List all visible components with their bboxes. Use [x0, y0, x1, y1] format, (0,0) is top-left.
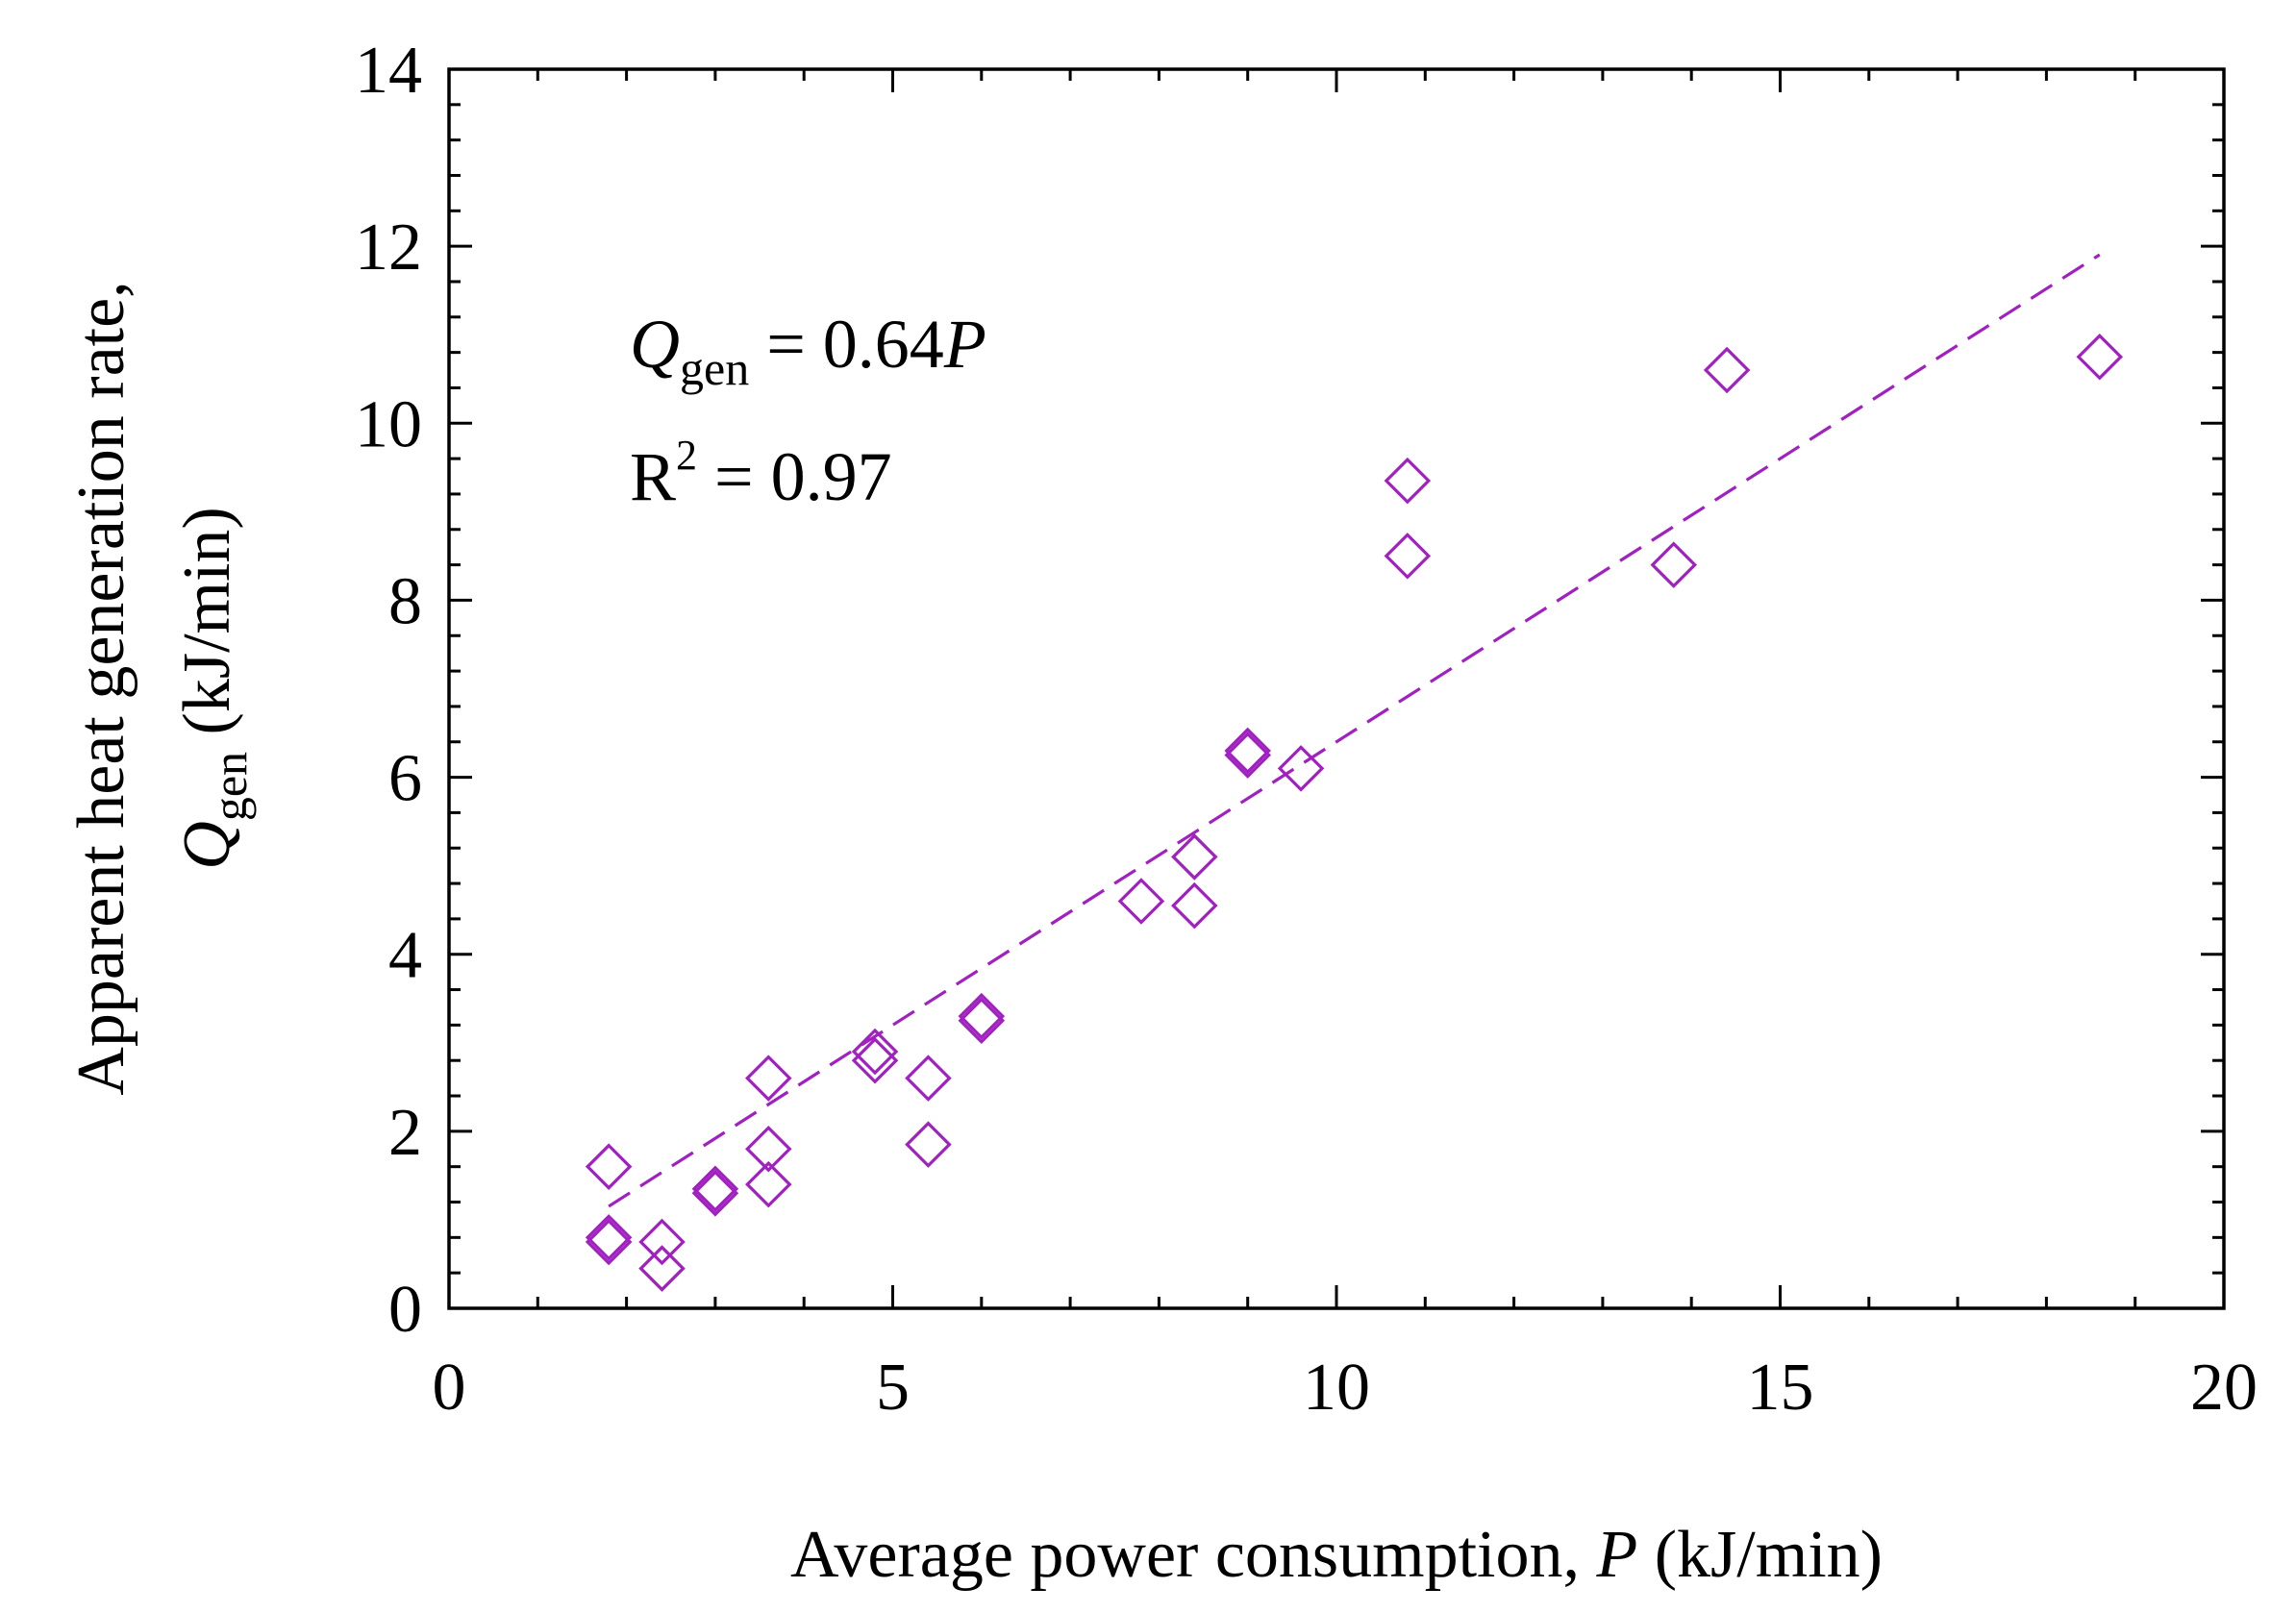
data-point [745, 1055, 792, 1102]
y-label-line1: Apparent heat generation rate, [64, 281, 138, 1095]
y-label-line2: Qgen (kJ/min) [170, 507, 257, 869]
data-point [1384, 457, 1432, 505]
x-tick-label: 10 [1303, 1351, 1370, 1425]
x-label-text: Average power consumption, [790, 1518, 1596, 1592]
data-point [1171, 881, 1218, 930]
data-point [585, 1214, 633, 1261]
data-point [691, 1165, 739, 1212]
y-tick-label: 10 [355, 387, 422, 461]
data-point [1224, 727, 1271, 775]
r2-rest: = 0.97 [697, 438, 892, 515]
data-point [585, 1218, 633, 1266]
data-point [905, 1121, 952, 1168]
y-tick-label: 0 [388, 1273, 422, 1347]
data-point [1277, 745, 1325, 792]
y-tick-label: 12 [355, 211, 422, 285]
data-point [745, 1126, 792, 1173]
y-label-units: (kJ/min) [170, 507, 244, 752]
y-tick-label: 4 [388, 919, 422, 993]
data-point [691, 1170, 739, 1217]
eq-sub: gen [680, 341, 749, 395]
x-tick-labels: 0 5 10 15 20 [433, 1351, 2259, 1425]
y-tick-label: 6 [388, 742, 422, 816]
y-tick-labels: 0 2 4 6 8 10 12 14 [355, 34, 422, 1347]
x-tick-label: 20 [2190, 1351, 2258, 1425]
fit-equation: Qgen = 0.64P [630, 306, 986, 395]
r-squared: R2 = 0.97 [630, 432, 892, 515]
y-label-sub: gen [203, 752, 257, 821]
x-tick-label: 0 [433, 1351, 466, 1425]
y-tick-label: 14 [355, 34, 422, 108]
plot-frame [447, 67, 2226, 1310]
data-point [1384, 533, 1432, 580]
data-point [851, 1036, 899, 1084]
y-axis-label-2: Qgen (kJ/min) [170, 507, 257, 869]
y-tick-label: 2 [388, 1096, 422, 1170]
axis-ticks [447, 67, 2226, 1310]
y-axis-label: Apparent heat generation rate, [64, 281, 138, 1095]
data-point [1650, 541, 1698, 588]
x-label-units: (kJ/min) [1637, 1518, 1883, 1592]
eq-rest: = 0.64 [749, 306, 944, 383]
x-label-var: P [1595, 1518, 1637, 1592]
y-tick-label: 8 [388, 564, 422, 638]
eq-var2: P [943, 306, 986, 383]
data-points [585, 333, 2124, 1292]
data-point [958, 992, 1006, 1040]
y-label-var: Q [170, 821, 244, 870]
data-point [585, 1143, 633, 1190]
data-point [1224, 732, 1271, 779]
r2-base: R [630, 438, 676, 515]
x-axis-label: Average power consumption, P (kJ/min) [790, 1518, 1883, 1592]
data-point [851, 1028, 899, 1076]
data-point [1703, 346, 1751, 394]
data-point [2076, 333, 2124, 381]
data-point [638, 1245, 686, 1292]
r2-sup: 2 [676, 432, 697, 479]
data-point [905, 1055, 952, 1102]
x-tick-label: 15 [1747, 1351, 1814, 1425]
data-point [1171, 833, 1218, 881]
fit-line [608, 253, 2101, 1208]
data-point [958, 997, 1006, 1045]
data-point [1117, 878, 1165, 925]
x-tick-label: 5 [876, 1351, 910, 1425]
data-point [638, 1218, 686, 1266]
eq-var: Q [630, 306, 680, 383]
data-point [745, 1160, 792, 1208]
